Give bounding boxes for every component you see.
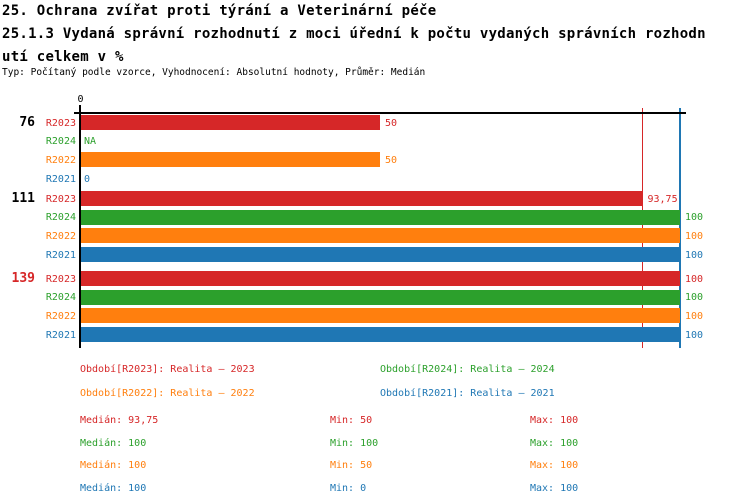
bar-R2021	[81, 327, 680, 343]
stat-max-R2021: Max: 100	[530, 483, 579, 494]
bar-R2022	[81, 152, 380, 168]
stat-min-R2023: Min: 50	[330, 415, 373, 426]
legend-item-R2023: Období[R2023]: Realita – 2023	[80, 364, 255, 375]
chart-meta: Typ: Počítaný podle vzorce, Vyhodnocení:…	[2, 67, 426, 78]
series-label-R2023: R2023	[45, 193, 76, 205]
bar-value-label: 100	[685, 249, 704, 261]
stat-median-R2024: Medián: 100	[80, 438, 147, 449]
series-label-R2022: R2022	[45, 154, 76, 166]
series-label-R2021: R2021	[45, 173, 76, 185]
bar-value-label: 50	[385, 117, 398, 129]
bar-value-label: 0	[84, 173, 91, 185]
series-label-R2024: R2024	[45, 292, 76, 304]
legend-item-R2024: Období[R2024]: Realita – 2024	[380, 364, 555, 375]
series-label-R2024: R2024	[45, 136, 76, 148]
series-label-R2022: R2022	[45, 230, 76, 242]
bar-R2021	[81, 247, 680, 263]
indicator-title: 25.1.3 Vydaná správní rozhodnutí z moci …	[2, 26, 706, 42]
x-axis-zero-label: 0	[77, 94, 84, 105]
bar-value-label: 100	[685, 273, 704, 285]
series-label-R2022: R2022	[45, 310, 76, 322]
bar-R2022	[81, 308, 680, 324]
series-label-R2023: R2023	[45, 117, 76, 129]
legend-item-R2021: Období[R2021]: Realita – 2021	[380, 388, 555, 399]
bar-value-label: 100	[685, 230, 704, 242]
bar-value-label: 93,75	[647, 193, 678, 205]
stat-median-R2023: Medián: 93,75	[80, 415, 159, 426]
group-label: 139	[11, 271, 35, 286]
stat-max-R2022: Max: 100	[530, 460, 579, 471]
series-label-R2023: R2023	[45, 273, 76, 285]
bar-R2024	[81, 289, 680, 305]
median-line-R2021	[679, 108, 681, 348]
bar-R2022	[81, 228, 680, 244]
indicator-title-wrap: utí celkem v %	[2, 49, 124, 65]
bar-value-label: 100	[685, 310, 704, 322]
bar-value-label: 100	[685, 212, 704, 224]
stat-median-R2021: Medián: 100	[80, 483, 147, 494]
series-label-R2021: R2021	[45, 329, 76, 341]
stat-max-R2024: Max: 100	[530, 438, 579, 449]
stat-min-R2022: Min: 50	[330, 460, 373, 471]
y-axis-line	[79, 105, 81, 348]
group-label: 111	[11, 191, 35, 206]
stat-min-R2021: Min: 0	[330, 483, 367, 494]
stat-median-R2022: Medián: 100	[80, 460, 147, 471]
bar-value-label: 100	[685, 329, 704, 341]
x-axis-line	[74, 112, 686, 114]
bar-R2023	[81, 115, 380, 130]
median-line-R2023	[641, 108, 644, 348]
legend-item-R2022: Období[R2022]: Realita – 2022	[80, 388, 255, 399]
stat-max-R2023: Max: 100	[530, 415, 579, 426]
series-label-R2021: R2021	[45, 249, 76, 261]
stat-min-R2024: Min: 100	[330, 438, 379, 449]
bar-R2024	[81, 209, 680, 225]
series-label-R2024: R2024	[45, 212, 76, 224]
bar-R2023	[81, 271, 680, 286]
bar-value-label: 100	[685, 292, 704, 304]
bar-R2023	[81, 191, 643, 206]
bar-value-label: 50	[385, 154, 398, 166]
bar-value-label: NA	[84, 136, 97, 148]
group-label: 76	[19, 115, 35, 130]
report-title: 25. Ochrana zvířat proti týrání a Veteri…	[2, 3, 437, 19]
